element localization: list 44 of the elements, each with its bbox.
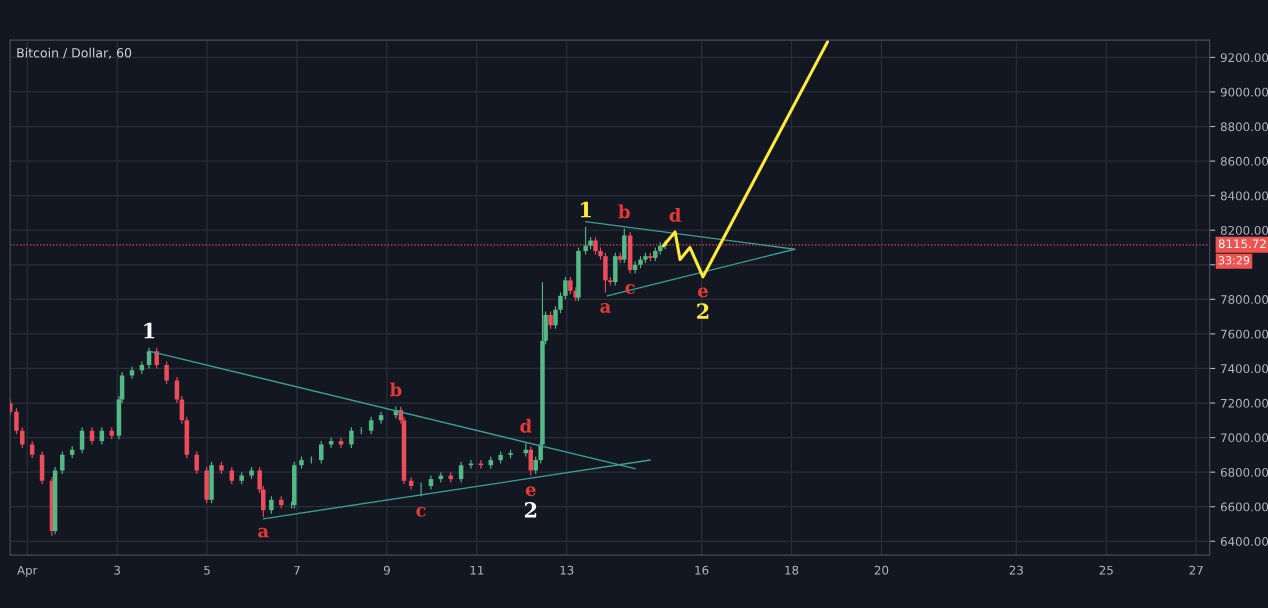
annotation: 2	[697, 303, 709, 319]
y-tick-label: 8400.00	[1220, 191, 1268, 201]
ref-line-label: 8115.72	[1218, 239, 1266, 249]
x-tick-label: 13	[560, 565, 574, 575]
y-tick-label: 8200.00	[1220, 225, 1268, 235]
x-tick-label: 9	[383, 565, 390, 575]
annotation: 1	[580, 201, 591, 218]
y-tick-label: 9000.00	[1220, 87, 1268, 97]
x-tick-label: Apr	[17, 565, 38, 577]
y-tick-label: 7000.00	[1221, 433, 1268, 443]
annotation: c	[416, 506, 426, 517]
annotation: d	[669, 207, 681, 222]
annotation: e	[697, 287, 708, 298]
x-tick-label: 18	[785, 565, 799, 575]
y-tick-label: 7400.00	[1221, 364, 1268, 374]
annotation: a	[600, 303, 611, 313]
annotation: b	[618, 204, 630, 219]
annotation: b	[390, 382, 402, 397]
x-tick-label: 25	[1099, 565, 1113, 575]
x-tick-label: 23	[1009, 565, 1023, 575]
text: Bitcoin / Dollar, 60	[17, 47, 132, 59]
y-tick-label: 6800.00	[1220, 467, 1268, 477]
x-tick-label: 7	[294, 565, 300, 575]
annotation: 2	[524, 502, 537, 518]
y-tick-label: 9200.00	[1220, 53, 1268, 63]
x-tick-label: 20	[874, 565, 889, 575]
annotation: a	[258, 527, 269, 538]
x-tick-label: 3	[114, 565, 120, 575]
y-tick-label: 7200.00	[1221, 398, 1268, 408]
y-tick-label: 6400.00	[1220, 537, 1268, 546]
x-tick-label: 16	[695, 565, 709, 575]
text: 33:29	[1218, 256, 1250, 265]
x-tick-label: 11	[470, 565, 484, 575]
y-tick-label: 6600.00	[1220, 502, 1268, 512]
y-tick-label: 8600.00	[1220, 156, 1268, 166]
annotation: c	[625, 284, 635, 294]
y-tick-label: 7600.00	[1221, 329, 1268, 339]
y-tick-label: 7800.00	[1221, 295, 1268, 304]
annotation: 1	[144, 322, 155, 339]
annotation: d	[520, 418, 532, 433]
x-tick-label: 27	[1189, 565, 1203, 575]
x-tick-label: 5	[204, 565, 210, 575]
annotation: e	[525, 486, 536, 497]
y-tick-label: 8800.00	[1220, 122, 1268, 132]
